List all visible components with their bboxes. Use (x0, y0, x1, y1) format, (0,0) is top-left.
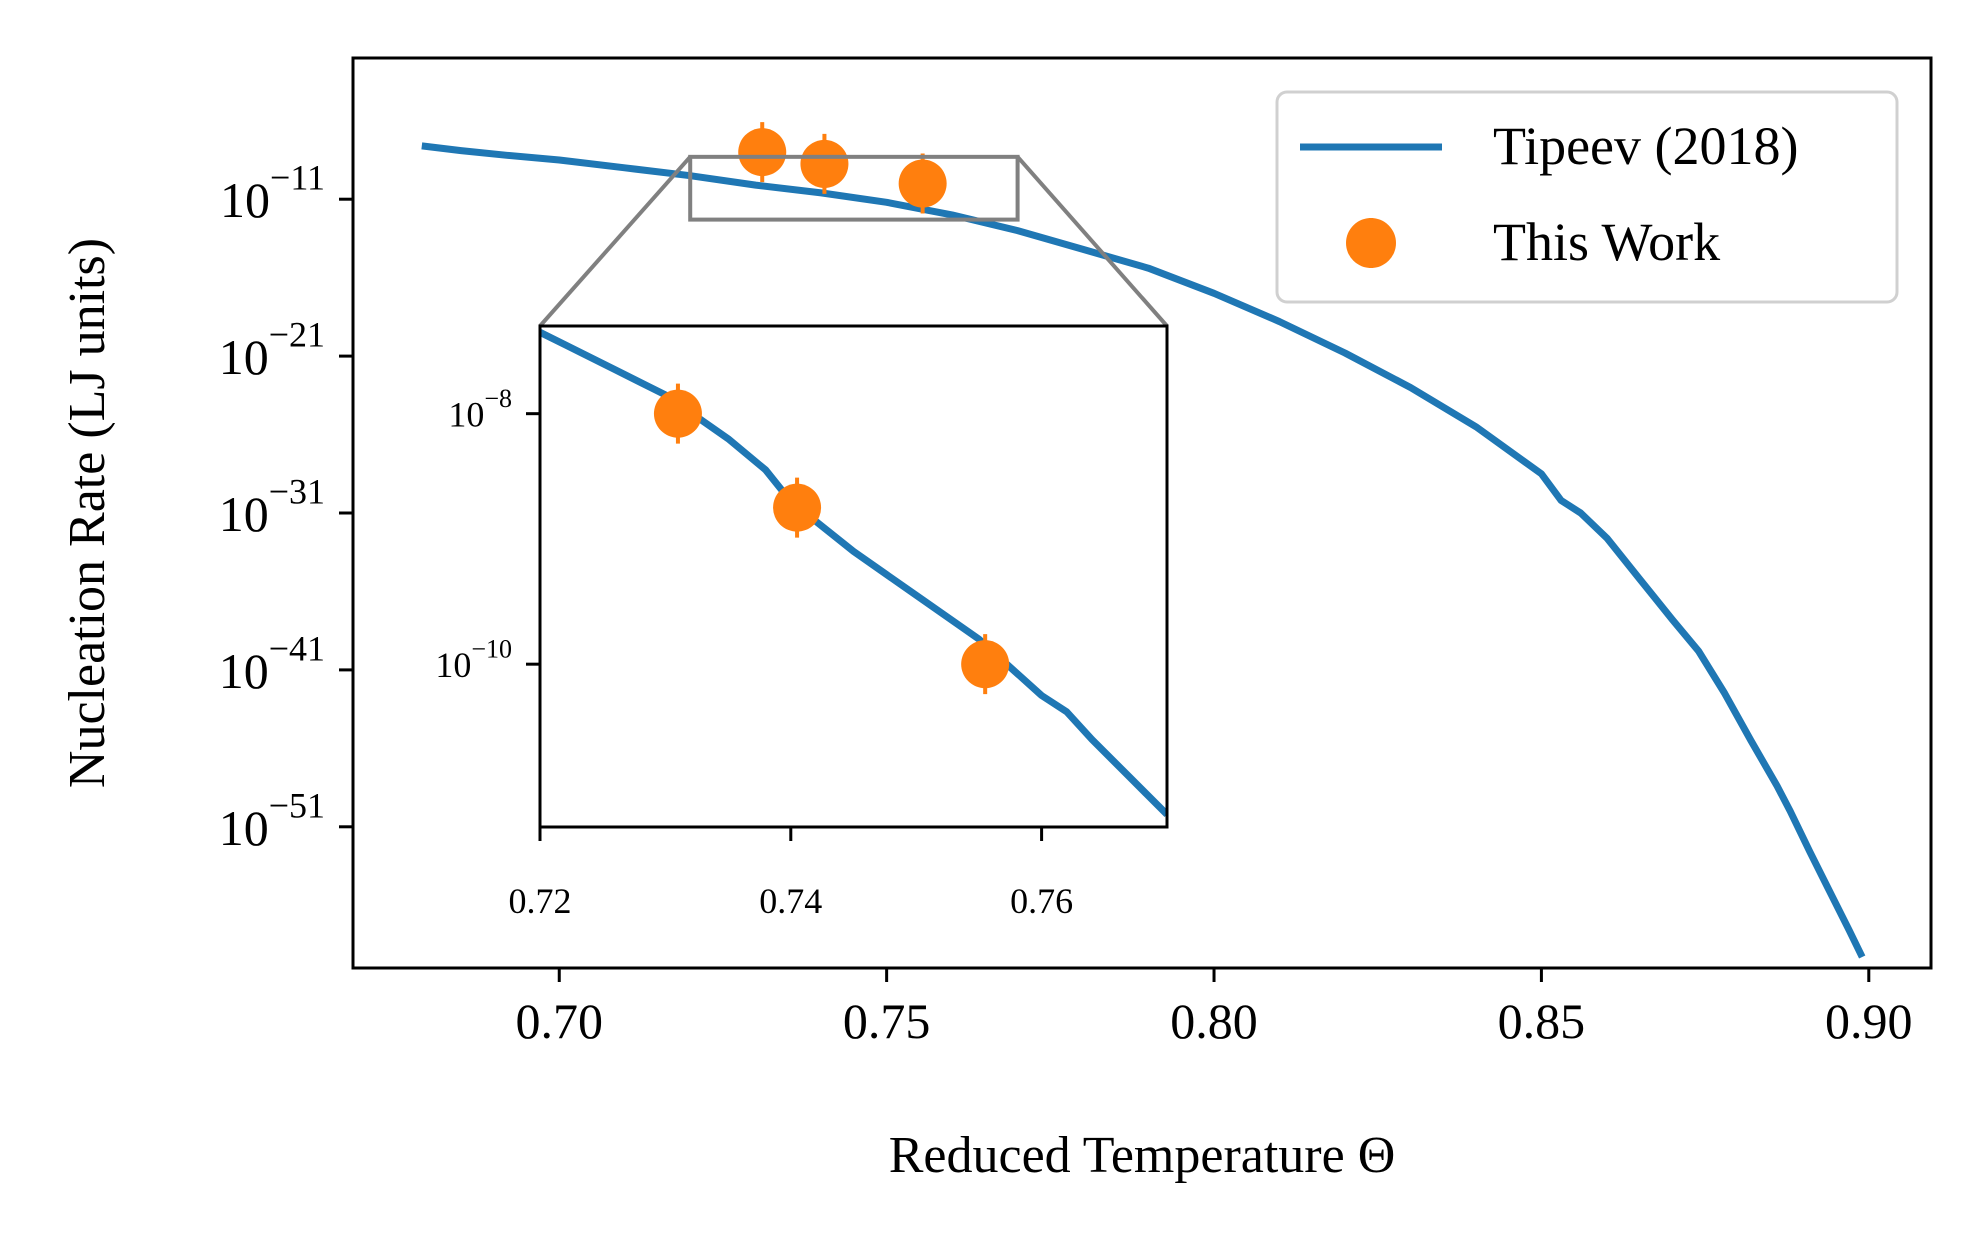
zoom-connector-left (538, 155, 692, 328)
inset-zoom-indicator (538, 154, 1169, 328)
zoom-connector-right (1016, 155, 1169, 328)
y-axis-label: Nucleation Rate (LJ units) (59, 238, 116, 788)
inset-x-tick-label: 0.74 (759, 881, 822, 921)
main-y-tick-label: 10−11 (220, 158, 325, 229)
main-x-tick-label: 0.75 (843, 993, 931, 1049)
inset-background (540, 326, 1167, 827)
main-point-this-work (738, 122, 787, 183)
main-point-this-work (800, 133, 849, 194)
legend-label-this-work: This Work (1493, 212, 1720, 272)
legend: Tipeev (2018) This Work (1275, 90, 1899, 304)
main-point-this-work (898, 153, 947, 214)
main-y-tick-label: 10−51 (219, 785, 325, 856)
x-axis-label: Reduced Temperature Θ (889, 1127, 1396, 1184)
inset-plot: 0.72 0.74 0.76 10−8 10−10 (435, 324, 1169, 921)
main-y-tick-label: 10−41 (219, 628, 325, 699)
zoom-box (688, 154, 1020, 222)
inset-plot-frame (538, 324, 1169, 829)
legend-marker-swatch (1346, 218, 1396, 268)
inset-x-tick-label: 0.76 (1010, 881, 1073, 921)
main-x-tick-label: 0.85 (1498, 993, 1586, 1049)
inset-y-tick-label: 10−10 (435, 634, 512, 685)
inset-point-this-work (653, 383, 702, 444)
inset-line-tipeev (540, 329, 1167, 817)
inset-y-tick-label: 10−8 (448, 384, 512, 435)
main-plot: 0.70 0.75 0.80 0.85 0.90 10−11 10−21 10−31 10−4… (219, 56, 1933, 1049)
main-x-tick-label: 0.80 (1170, 993, 1258, 1049)
main-y-tick-label: 10−21 (219, 315, 325, 386)
inset-point-this-work (773, 477, 822, 538)
main-line-tipeev (421, 142, 1866, 959)
inset-x-tick-label: 0.72 (509, 881, 572, 921)
main-y-tick-label: 10−31 (219, 472, 325, 543)
main-x-tick-label: 0.90 (1825, 993, 1913, 1049)
inset-point-this-work (961, 634, 1010, 695)
main-x-tick-label: 0.70 (516, 993, 604, 1049)
legend-label-tipeev: Tipeev (2018) (1493, 116, 1799, 176)
